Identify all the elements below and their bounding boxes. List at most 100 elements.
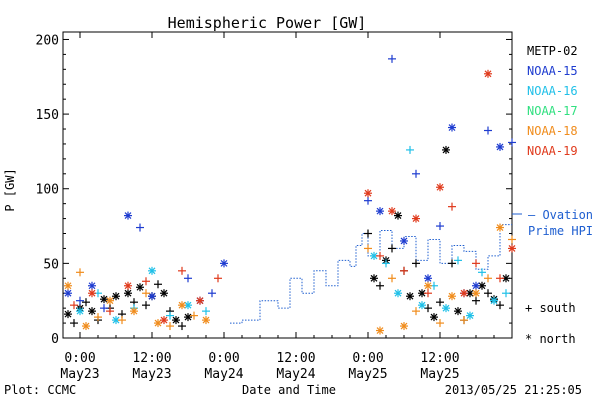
data-point-metp-02 [184, 313, 192, 322]
data-point-noaa-18 [424, 281, 432, 290]
data-point-noaa-16 [502, 289, 510, 298]
data-point-noaa-18 [496, 223, 504, 232]
data-point-noaa-18 [400, 322, 408, 331]
data-point-noaa-15 [76, 296, 84, 305]
data-point-noaa-16 [442, 304, 450, 313]
data-point-noaa-19 [400, 266, 408, 275]
data-point-metp-02 [496, 301, 504, 310]
data-point-noaa-18 [178, 301, 186, 310]
data-point-metp-02 [70, 319, 78, 328]
south-marker-label: + south [525, 301, 576, 315]
data-point-noaa-18 [508, 235, 516, 244]
data-point-noaa-18 [82, 322, 90, 331]
data-point-noaa-19 [508, 244, 516, 253]
data-point-noaa-19 [496, 274, 504, 283]
data-point-metp-02 [484, 289, 492, 298]
data-point-noaa-18 [106, 296, 114, 305]
data-point-noaa-19 [70, 301, 78, 310]
legend-metp-02: METP-02 [527, 44, 578, 58]
data-point-metp-02 [124, 289, 132, 298]
data-point-noaa-16 [394, 289, 402, 298]
y-axis-label: P [GW] [3, 168, 17, 211]
data-point-noaa-16 [490, 296, 498, 305]
data-point-noaa-15 [424, 274, 432, 283]
data-point-metp-02 [442, 145, 450, 154]
data-point-noaa-19 [412, 214, 420, 223]
data-point-metp-02 [142, 301, 150, 310]
data-point-noaa-19 [364, 189, 372, 198]
data-point-noaa-15 [220, 259, 228, 268]
legend-noaa-16: NOAA-16 [527, 84, 578, 98]
data-point-noaa-15 [412, 169, 420, 178]
data-point-noaa-15 [136, 223, 144, 232]
data-point-metp-02 [100, 295, 108, 304]
data-point-noaa-19 [160, 316, 168, 325]
data-point-noaa-18 [94, 313, 102, 322]
data-point-metp-02 [430, 313, 438, 322]
x-tick-date: May23 [60, 367, 99, 382]
data-point-noaa-18 [64, 281, 72, 290]
data-point-noaa-18 [190, 311, 198, 320]
x-tick-time: 12:00 [132, 351, 171, 366]
data-point-noaa-16 [166, 311, 174, 320]
x-tick-date: May25 [420, 367, 459, 382]
x-axis-label: Date and Time [242, 383, 336, 397]
data-point-noaa-19 [448, 202, 456, 211]
data-point-metp-02 [454, 307, 462, 316]
data-point-noaa-16 [418, 301, 426, 310]
data-point-noaa-18 [364, 244, 372, 253]
north-marker-label: * north [525, 332, 576, 346]
data-point-metp-02 [160, 289, 168, 298]
data-point-noaa-19 [106, 307, 114, 316]
data-point-metp-02 [436, 298, 444, 307]
footer-left: Plot: CCMC [4, 383, 76, 397]
data-point-noaa-18 [436, 319, 444, 328]
data-point-noaa-18 [130, 307, 138, 316]
data-point-metp-02 [448, 259, 456, 268]
data-point-noaa-18 [460, 316, 468, 325]
data-point-metp-02 [472, 296, 480, 305]
data-point-noaa-15 [400, 236, 408, 245]
data-point-noaa-16 [478, 268, 486, 277]
data-point-noaa-15 [508, 138, 516, 147]
legend-noaa-19: NOAA-19 [527, 144, 578, 158]
data-point-noaa-16 [184, 301, 192, 310]
data-point-noaa-16 [454, 256, 462, 265]
data-point-noaa-18 [376, 326, 384, 335]
data-point-noaa-15 [64, 289, 72, 298]
data-point-noaa-18 [154, 319, 162, 328]
data-point-noaa-18 [484, 274, 492, 283]
data-point-noaa-16 [466, 311, 474, 320]
data-point-noaa-19 [484, 69, 492, 78]
data-point-metp-02 [370, 274, 378, 283]
data-point-noaa-15 [88, 281, 96, 290]
chart-title: Hemispheric Power [GW] [168, 14, 367, 32]
data-point-noaa-15 [100, 304, 108, 313]
data-point-metp-02 [376, 281, 384, 290]
data-point-metp-02 [64, 310, 72, 319]
data-point-noaa-16 [76, 307, 84, 316]
data-point-noaa-19 [376, 251, 384, 260]
data-point-noaa-16 [406, 145, 414, 154]
data-point-noaa-18 [202, 316, 210, 325]
data-point-metp-02 [412, 259, 420, 268]
y-tick-label: 150 [36, 108, 59, 123]
data-point-noaa-19 [178, 266, 186, 275]
data-point-noaa-15 [148, 292, 156, 301]
data-point-noaa-15 [484, 126, 492, 135]
data-point-noaa-18 [142, 289, 150, 298]
legend: METP-02 NOAA-15 NOAA-16 NOAA-17 NOAA-18 NOAA-… [527, 44, 578, 158]
data-point-noaa-19 [388, 207, 396, 216]
data-point-noaa-19 [436, 183, 444, 192]
y-tick-label: 0 [51, 332, 59, 347]
data-point-noaa-19 [124, 281, 132, 290]
footer-right: 2013/05/25 21:25:05 [445, 383, 582, 397]
data-point-metp-02 [82, 298, 90, 307]
x-tick-time: 0:00 [208, 351, 239, 366]
ovation-label-1: — Ovation [528, 208, 593, 222]
data-point-noaa-19 [214, 274, 222, 283]
data-point-noaa-15 [472, 281, 480, 290]
data-point-metp-02 [466, 289, 474, 298]
x-tick-time: 0:00 [64, 351, 95, 366]
data-point-noaa-19 [196, 296, 204, 305]
